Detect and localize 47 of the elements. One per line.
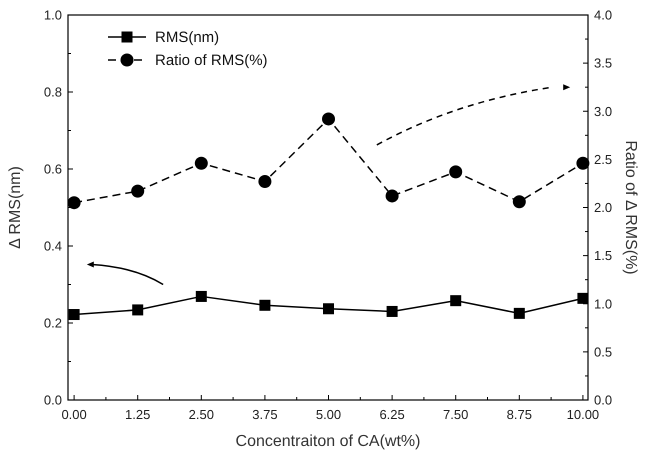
y2-tick-label: 2.0 bbox=[594, 200, 612, 215]
y2-tick-label: 1.0 bbox=[594, 296, 612, 312]
point bbox=[514, 308, 525, 319]
point bbox=[323, 303, 334, 314]
x-tick-label: 0.00 bbox=[61, 407, 87, 422]
y2-axis-title: Ratio of Δ RMS(%) bbox=[622, 140, 639, 275]
y-tick-label: 0.0 bbox=[44, 392, 62, 408]
y-tick-label: 0.2 bbox=[44, 316, 62, 330]
point bbox=[386, 189, 399, 202]
x-tick-label: 5.00 bbox=[316, 407, 342, 422]
y2-tick-label: 2.5 bbox=[594, 152, 612, 167]
point bbox=[68, 196, 81, 210]
point bbox=[132, 304, 144, 316]
x-tick-label: 7.50 bbox=[443, 407, 468, 422]
x-tick-label: 2.50 bbox=[188, 407, 214, 422]
x-tick-label: 3.75 bbox=[252, 407, 278, 422]
point bbox=[196, 290, 207, 302]
legend-label: RMS(nm) bbox=[155, 29, 220, 46]
y-tick-label: 1.0 bbox=[44, 8, 62, 22]
point bbox=[259, 300, 270, 311]
y2-tick-label: 4.0 bbox=[594, 8, 612, 22]
y2-tick-label: 0.5 bbox=[594, 344, 612, 360]
x-tick-label: 8.75 bbox=[506, 407, 532, 422]
point bbox=[576, 156, 590, 170]
point bbox=[386, 306, 398, 317]
point bbox=[194, 156, 208, 170]
point bbox=[131, 184, 144, 198]
y2-tick-label: 1.5 bbox=[594, 248, 612, 264]
x-tick-label: 6.25 bbox=[379, 407, 405, 422]
point bbox=[450, 295, 462, 306]
x-tick-label: 10.00 bbox=[566, 407, 600, 422]
point bbox=[449, 165, 462, 178]
point bbox=[322, 112, 336, 126]
y-axis-title: Δ RMS(nm) bbox=[7, 166, 24, 249]
y-tick-label: 0.4 bbox=[44, 238, 62, 254]
legend-label: Ratio of RMS(%) bbox=[155, 52, 268, 69]
point bbox=[68, 309, 80, 320]
point bbox=[512, 195, 526, 208]
y2-tick-label: 3.0 bbox=[594, 104, 612, 119]
point bbox=[258, 175, 272, 188]
x-tick-label: 1.25 bbox=[125, 407, 150, 422]
x-axis-title: Concentraiton of CA(wt%) bbox=[236, 433, 420, 450]
point bbox=[577, 292, 588, 304]
y-tick-label: 0.8 bbox=[44, 84, 62, 100]
y2-tick-label: 0.0 bbox=[594, 392, 612, 408]
y2-tick-label: 3.5 bbox=[594, 56, 612, 71]
y-tick-label: 0.6 bbox=[44, 162, 62, 176]
